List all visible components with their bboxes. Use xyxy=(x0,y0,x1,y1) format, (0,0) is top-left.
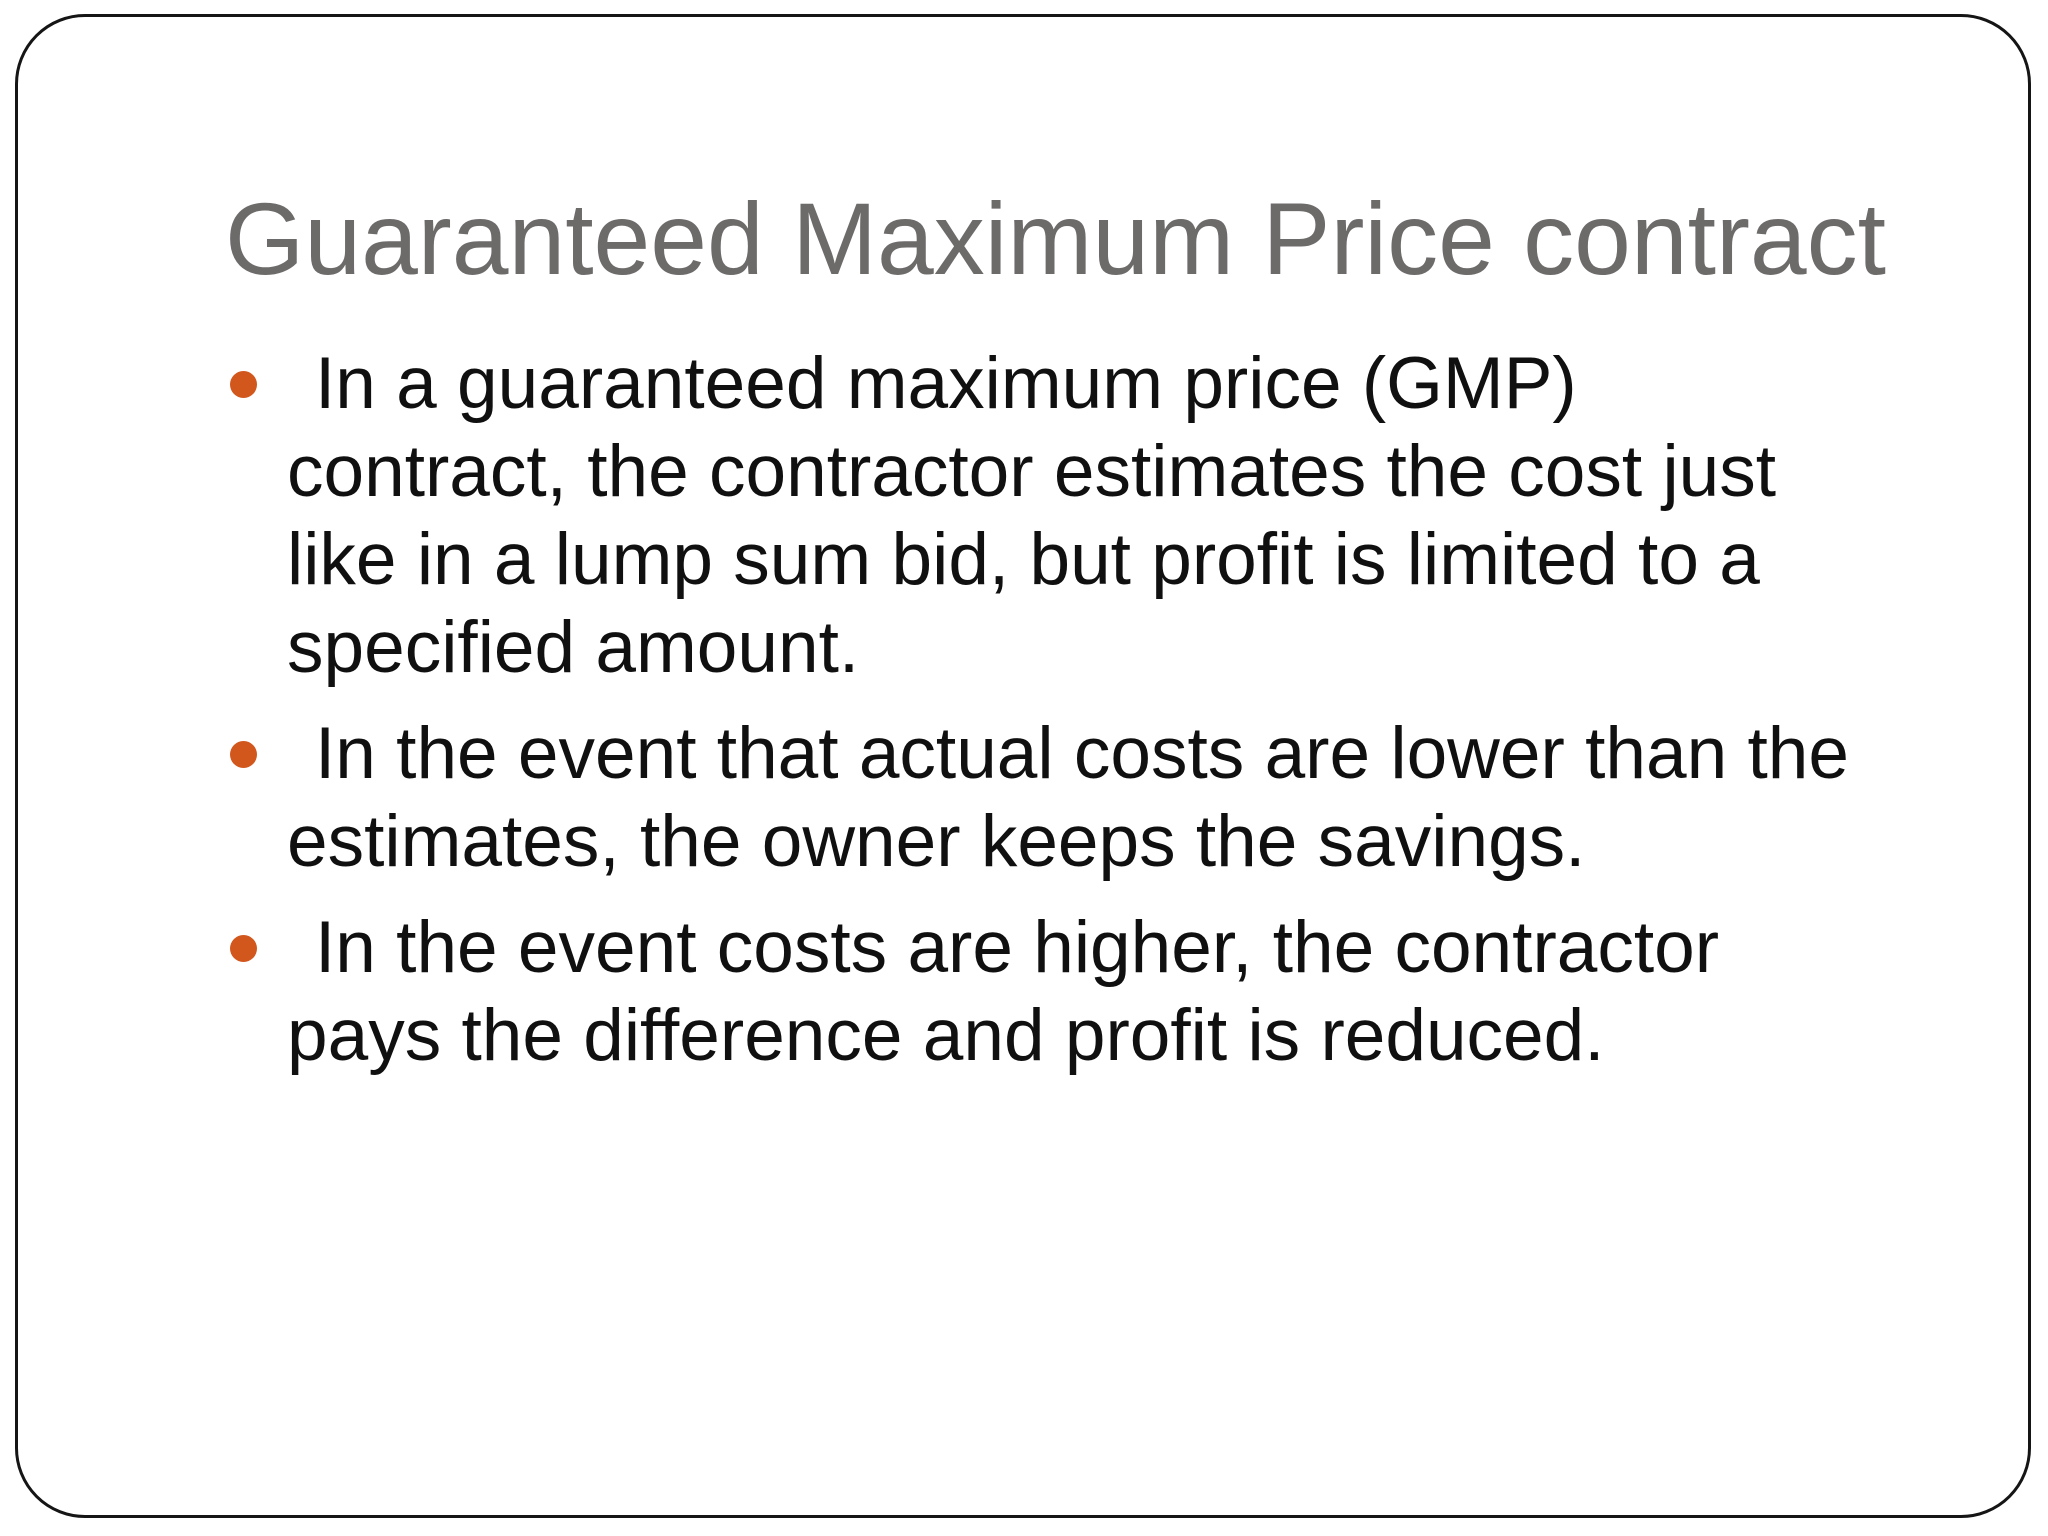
bullet-dot-icon xyxy=(230,935,257,962)
bullet-dot-icon xyxy=(230,741,257,768)
bullet-list: In a guaranteed maximum price (GMP) cont… xyxy=(225,340,1850,1080)
bullet-text: In a guaranteed maximum price (GMP) cont… xyxy=(287,343,1777,688)
bullet-item: In the event that actual costs are lower… xyxy=(225,710,1850,886)
bullet-text: In the event that actual costs are lower… xyxy=(287,713,1849,882)
slide-title: Guaranteed Maximum Price contract xyxy=(225,182,1886,296)
bullet-dot-icon xyxy=(230,371,257,398)
bullet-item: In a guaranteed maximum price (GMP) cont… xyxy=(225,340,1850,692)
bullet-text: In the event costs are higher, the contr… xyxy=(287,907,1720,1076)
bullet-item: In the event costs are higher, the contr… xyxy=(225,904,1850,1080)
